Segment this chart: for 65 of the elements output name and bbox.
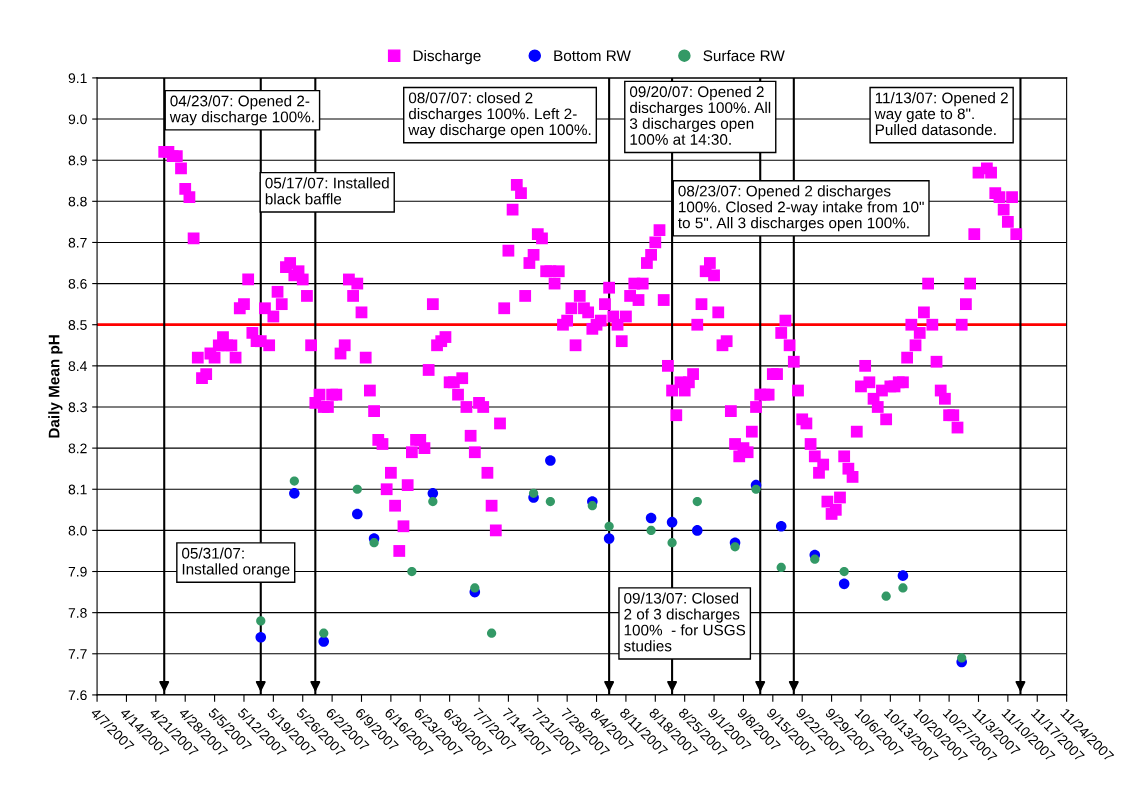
point <box>666 516 678 528</box>
annotation: 09/13/07: Closed 2 of 3 discharges 100% - for USGS studies <box>623 592 746 652</box>
legend-label: Discharge <box>413 49 481 65</box>
point <box>427 488 439 499</box>
y-tick-label: 7.6 <box>68 690 87 701</box>
y-tick-label: 8.3 <box>68 402 87 413</box>
legend-label: Bottom RW <box>554 50 631 62</box>
annotation: 08/07/07: closed 2 discharges 100%. Left 2- way discharge open 100%. <box>408 92 591 139</box>
point <box>369 538 379 548</box>
point <box>428 496 438 507</box>
point <box>255 632 267 643</box>
point <box>289 476 299 486</box>
point <box>957 653 967 663</box>
point <box>646 525 656 535</box>
point <box>352 508 363 520</box>
point <box>691 525 703 536</box>
point <box>898 583 908 593</box>
point <box>897 570 909 581</box>
y-tick-label: 7.8 <box>68 607 87 618</box>
point <box>545 455 556 466</box>
point <box>776 562 786 573</box>
point <box>545 496 555 507</box>
y-tick-label: 7.7 <box>68 649 87 659</box>
y-tick-label: 8.5 <box>68 320 87 330</box>
point <box>587 501 597 511</box>
point <box>318 636 330 647</box>
annotation: 11/13/07: Opened 2 way gate to 8". Pulled datasonde. <box>874 92 1008 136</box>
point <box>487 628 497 638</box>
y-tick-label: 8.6 <box>68 278 87 289</box>
annotation: 09/20/07: Opened 2 discharges 100%. All 3 discharges open 100% at 14:30. <box>629 85 771 145</box>
point <box>603 533 615 544</box>
point <box>604 521 614 531</box>
y-tick-label: 9.0 <box>68 114 87 125</box>
point <box>289 488 300 499</box>
y-tick-label: 8.0 <box>68 525 87 536</box>
point <box>407 566 417 577</box>
point <box>352 484 362 494</box>
y-tick-label: 8.9 <box>68 155 87 166</box>
annotation: 05/17/07: Installed black baffle <box>265 177 389 205</box>
y-tick-label: 8.7 <box>68 237 87 248</box>
point <box>645 512 657 524</box>
point <box>256 616 266 626</box>
point <box>528 488 539 498</box>
legend-label: Surface RW <box>703 49 785 62</box>
y-tick-label: 8.4 <box>68 361 87 372</box>
y-axis-title: Daily Mean pH <box>48 335 63 438</box>
point <box>775 520 787 532</box>
point <box>692 496 702 507</box>
point <box>667 538 677 548</box>
point <box>810 554 820 564</box>
y-tick-label: 8.1 <box>68 484 87 495</box>
y-tick-label: 8.2 <box>68 443 87 454</box>
point <box>319 628 329 638</box>
point <box>881 591 891 601</box>
annotation: 08/23/07: Opened 2 discharges 100%. Closed 2-way intake from 10" to 5". All 3 discharges open 100%. <box>678 185 924 232</box>
annotation: 05/31/07: Installed orange <box>182 547 290 578</box>
y-tick-label: 8.8 <box>68 196 87 207</box>
annotation: 04/23/07: Opened 2- way discharge 100%. <box>169 95 314 126</box>
point <box>839 566 849 577</box>
point <box>751 484 761 494</box>
point <box>470 583 480 593</box>
y-tick-label: 7.9 <box>68 566 87 577</box>
y-tick-label: 9.1 <box>68 73 87 84</box>
point <box>838 578 850 590</box>
point <box>730 542 740 552</box>
